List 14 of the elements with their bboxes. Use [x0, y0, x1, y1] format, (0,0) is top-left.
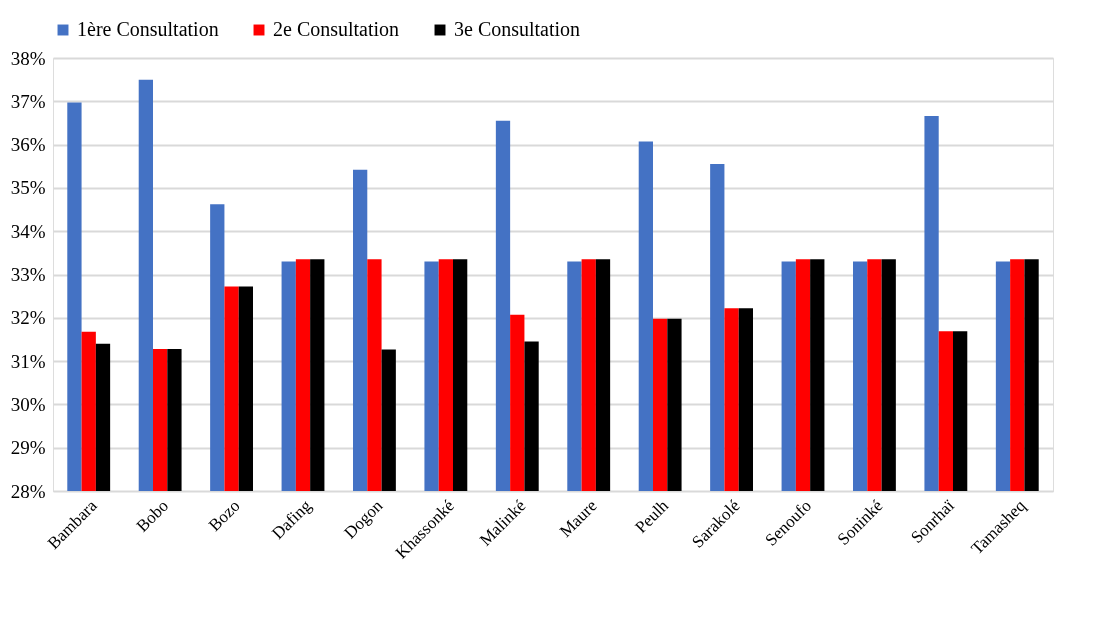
y-tick-label: 29% [10, 437, 46, 459]
y-tick-label: 30% [10, 393, 46, 415]
legend-label: 3e Consultation [454, 18, 581, 40]
y-tick-label: 33% [10, 264, 46, 285]
y-tick-label: 31% [10, 350, 46, 372]
y-tick-label: 37% [10, 90, 46, 112]
legend-label: 1ère Consultation [77, 18, 219, 40]
y-tick-label: 32% [10, 307, 46, 329]
y-tick-label: 34% [10, 220, 46, 242]
y-tick-label: 36% [10, 134, 46, 156]
y-tick-label: 28% [10, 480, 46, 502]
y-tick-label: 38% [10, 47, 46, 69]
legend-label: 2e Consultation [273, 18, 400, 40]
y-tick-label: 35% [10, 177, 46, 199]
